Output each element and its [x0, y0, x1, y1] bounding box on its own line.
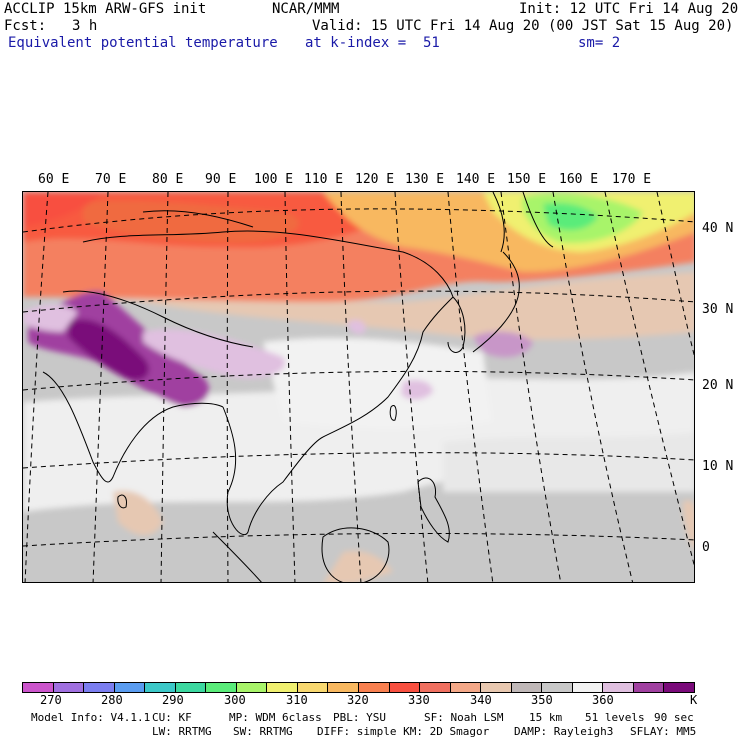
colorbar-label: 330 [408, 693, 430, 707]
lat-label: 40 N [702, 221, 734, 236]
init-time: Init: 12 UTC Fri 14 Aug 20 [519, 1, 739, 17]
pbl-scheme: PBL: YSU [333, 711, 386, 724]
colorbar-swatch [359, 683, 390, 692]
colorbar-label: 270 [40, 693, 62, 707]
colorbar-label: 350 [531, 693, 553, 707]
lon-label: 80 E [152, 172, 184, 187]
colorbar-swatch [53, 683, 85, 692]
lon-label: 90 E [205, 172, 237, 187]
colorbar-swatch [23, 683, 54, 692]
cu-scheme: CU: KF [152, 711, 192, 724]
colorbar-label: K [690, 693, 698, 707]
colorbar-swatch [114, 683, 146, 692]
vertical-levels: 51 levels [585, 711, 645, 724]
colorbar-swatch [664, 683, 695, 692]
colorbar-swatch [84, 683, 115, 692]
colorbar-swatch [267, 683, 298, 692]
colorbar-swatch [481, 683, 512, 692]
lon-label: 120 E [355, 172, 395, 187]
colorbar-swatch [450, 683, 482, 692]
lon-label: 60 E [38, 172, 70, 187]
sw-scheme: SW: RRTMG [233, 725, 293, 738]
lon-label: 70 E [95, 172, 127, 187]
lw-scheme: LW: RRTMG [152, 725, 212, 738]
sf-scheme: SF: Noah LSM [424, 711, 504, 724]
lon-label: 130 E [405, 172, 445, 187]
lon-label: 140 E [456, 172, 496, 187]
colorbar-label: 280 [101, 693, 123, 707]
lon-label: 170 E [612, 172, 652, 187]
graticule [23, 192, 694, 582]
lat-label: 10 N [702, 459, 734, 474]
colorbar-label: 310 [286, 693, 308, 707]
forecast-label: Fcst: [4, 18, 47, 34]
colorbar-label: 290 [162, 693, 184, 707]
resolution: 15 km [529, 711, 563, 724]
coastlines [42, 192, 554, 582]
center-name: NCAR/MMM [272, 1, 340, 17]
shaded-field [23, 192, 694, 582]
time-step: 90 sec [654, 711, 694, 724]
lon-label: 150 E [507, 172, 547, 187]
colorbar-swatch [542, 683, 573, 692]
diffusion: DIFF: simple KM: 2D Smagor [317, 725, 490, 738]
map-canvas [23, 192, 694, 582]
colorbar-swatch [297, 683, 329, 692]
lon-label: 110 E [304, 172, 344, 187]
colorbar-swatch [603, 683, 634, 692]
forecast-hour: 3 h [72, 18, 98, 34]
colorbar-label: 360 [592, 693, 614, 707]
valid-time: Valid: 15 UTC Fri 14 Aug 20 (00 JST Sat … [312, 18, 734, 34]
lat-label: 20 N [702, 378, 734, 393]
field-name: Equivalent potential temperature [8, 35, 278, 51]
surface-layer: SFLAY: MM5 [630, 725, 697, 738]
lon-label: 100 E [254, 172, 294, 187]
colorbar-swatch [633, 683, 665, 692]
colorbar-label: 320 [347, 693, 369, 707]
level-index: at k-index = 51 [305, 35, 440, 51]
damping: DAMP: Rayleigh3 [514, 725, 614, 738]
lat-label: 30 N [702, 302, 734, 317]
colorbar-swatch [206, 683, 237, 692]
model-version: Model Info: V4.1.1 [31, 711, 151, 724]
colorbar [22, 682, 695, 693]
model-title: ACCLIP 15km ARW-GFS init [4, 1, 207, 17]
lat-label: 0 [702, 540, 710, 555]
theta-e-map [22, 191, 695, 583]
colorbar-swatch [236, 683, 268, 692]
colorbar-label: 300 [224, 693, 246, 707]
colorbar-swatch [511, 683, 543, 692]
lon-label: 160 E [559, 172, 599, 187]
smoothing: sm= 2 [578, 35, 621, 51]
colorbar-swatch [420, 683, 451, 692]
colorbar-swatch [145, 683, 176, 692]
colorbar-swatch [572, 683, 604, 692]
colorbar-swatch [175, 683, 207, 692]
colorbar-label: 340 [470, 693, 492, 707]
mp-scheme: MP: WDM 6class [229, 711, 322, 724]
colorbar-swatch [328, 683, 360, 692]
colorbar-swatch [389, 683, 421, 692]
